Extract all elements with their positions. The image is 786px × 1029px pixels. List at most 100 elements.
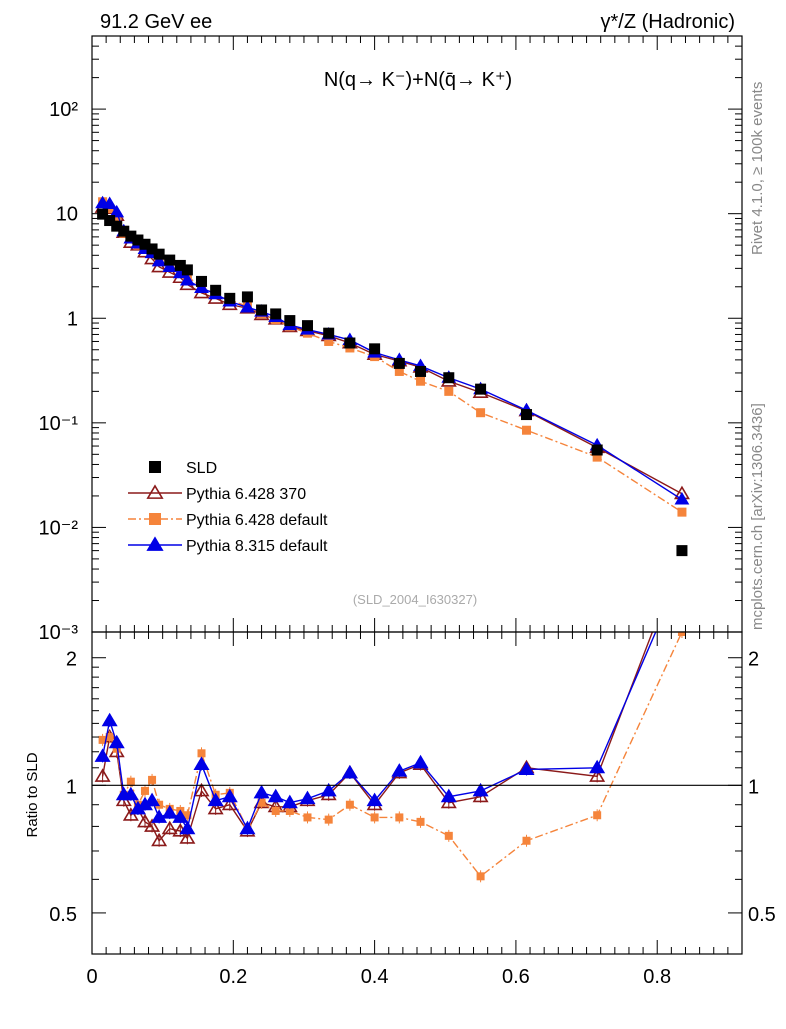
ratio-point <box>370 813 379 822</box>
header-right: γ*/Z (Hadronic) <box>601 11 735 33</box>
data-point <box>164 254 176 266</box>
main-plot-panel: 10⁻³ 10⁻² 10⁻¹ 1 10 10² N(q→ K⁻)+N(q̄→ K⁺) (S… <box>39 35 743 644</box>
ratio-ytick-label: 0.5 <box>49 904 77 926</box>
ratio-point <box>183 811 192 820</box>
ratio-point <box>148 775 157 784</box>
main-ytick-label: 10⁻¹ <box>39 413 79 435</box>
xtick-label: 0 <box>86 966 97 988</box>
rivet-label: Rivet 4.1.0, ≥ 100k events <box>749 82 766 255</box>
ratio-point <box>108 734 125 749</box>
ratio-point <box>221 788 238 803</box>
ratio-point <box>345 800 354 809</box>
ratio-point <box>136 813 153 828</box>
data-point <box>153 248 165 260</box>
data-point <box>677 507 687 517</box>
ratio-point <box>677 632 686 636</box>
ratio-ytick-label-right: 2 <box>748 649 759 671</box>
ratio-point <box>193 756 210 770</box>
ratio-point <box>122 786 139 801</box>
ratio-point <box>476 872 485 881</box>
data-point <box>174 259 186 271</box>
ratio-point <box>440 788 457 803</box>
legend-label: Pythia 6.428 default <box>186 512 328 529</box>
data-point <box>344 337 356 349</box>
data-point <box>284 315 296 327</box>
ratio-point <box>366 792 383 807</box>
ratio-ytick-label-right: 0.5 <box>748 904 776 926</box>
ratio-point <box>179 830 196 844</box>
legend-label: Pythia 8.315 default <box>186 538 328 555</box>
ratio-point <box>257 798 266 807</box>
ratio-point <box>179 820 196 835</box>
xtick-label: 0.6 <box>502 966 530 988</box>
data-point <box>162 259 178 272</box>
ratio-point <box>522 836 531 845</box>
ratio-point <box>281 794 298 809</box>
data-point <box>104 215 116 227</box>
legend-label: Pythia 6.428 370 <box>186 486 306 503</box>
ratio-point <box>518 761 535 775</box>
data-point <box>194 280 209 294</box>
ratio-point <box>144 818 161 832</box>
ratio-point <box>271 806 280 815</box>
ratio-series-pythia-8-315-default <box>94 632 657 835</box>
ratio-point <box>161 805 178 819</box>
ratio-point <box>193 782 210 797</box>
ratio-point <box>207 792 224 807</box>
ratio-point <box>144 792 161 807</box>
main-ytick-label: 10² <box>49 99 78 121</box>
ratio-point <box>303 813 312 822</box>
xtick-label: 0.4 <box>361 966 389 988</box>
chart-title: N(q→ K⁻)+N(q̄→ K⁺) <box>324 69 512 91</box>
ratio-point <box>589 759 606 774</box>
data-point <box>196 275 208 287</box>
main-ytick-label: 10⁻³ <box>39 622 79 644</box>
ratio-point <box>472 782 489 797</box>
data-point <box>139 238 151 250</box>
ratio-point <box>126 777 135 786</box>
data-point <box>475 383 487 395</box>
data-point <box>521 409 533 421</box>
legend-label: SLD <box>186 460 217 477</box>
data-point <box>591 444 603 456</box>
ratio-point <box>101 712 118 727</box>
data-point <box>125 230 137 242</box>
ratio-point <box>320 782 337 797</box>
xtick-label: 0.2 <box>219 966 247 988</box>
header-left: 91.2 GeV ee <box>100 11 212 33</box>
data-point <box>674 492 690 505</box>
watermark-label: (SLD_2004_I630327) <box>353 592 477 607</box>
main-ytick-label: 1 <box>67 308 78 330</box>
ratio-point <box>589 768 606 782</box>
data-point <box>522 425 532 435</box>
data-point <box>210 284 222 296</box>
data-point <box>109 204 125 218</box>
ratio-ytick-label: 2 <box>66 649 77 671</box>
mcplots-label: mcplots.cern.ch [arXiv:1306.3436] <box>749 403 766 630</box>
legend-marker <box>146 484 164 499</box>
data-point <box>118 225 130 237</box>
ratio-point <box>299 790 316 805</box>
ratio-plot-panel: 0.5 0.5 1 1 2 2 0 0.2 0.4 0.6 0.8 Ratio to SLD <box>24 631 776 988</box>
data-point <box>592 452 602 462</box>
data-point <box>444 386 454 396</box>
main-ytick-label: 10 <box>56 204 78 226</box>
data-point <box>146 243 158 255</box>
ratio-point <box>207 800 224 815</box>
ratio-point <box>94 748 111 762</box>
ratio-point <box>285 806 294 815</box>
ratio-point <box>197 749 206 758</box>
ratio-point <box>267 788 284 803</box>
ratio-ylabel: Ratio to SLD <box>24 752 41 837</box>
data-point <box>270 308 282 320</box>
data-point <box>111 220 123 232</box>
ratio-point <box>416 817 425 826</box>
ratio-point <box>140 786 149 795</box>
data-point <box>179 272 195 286</box>
data-point <box>323 327 335 339</box>
ratio-point <box>172 809 189 823</box>
data-point <box>102 196 118 209</box>
legend-marker <box>149 513 161 525</box>
ratio-point <box>161 820 178 835</box>
